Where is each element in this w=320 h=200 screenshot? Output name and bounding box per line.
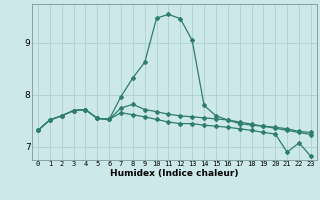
X-axis label: Humidex (Indice chaleur): Humidex (Indice chaleur) xyxy=(110,169,239,178)
